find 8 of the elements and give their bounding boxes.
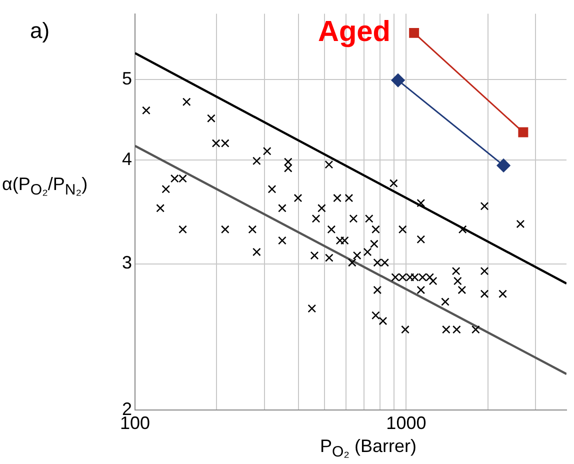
- x-tick-label: 1000: [386, 412, 426, 433]
- y-tick-label: 5: [122, 68, 132, 89]
- y-axis-title: α(P$_{O₂}$/P$_{N₂}$): [2, 174, 88, 199]
- text: a): [30, 18, 50, 44]
- annotation: Aged: [318, 16, 390, 49]
- y-tick-label: 3: [122, 252, 132, 273]
- x-axis-title: P$_{O₂}$ (Barrer): [320, 436, 417, 461]
- y-tick-label: 4: [122, 148, 132, 169]
